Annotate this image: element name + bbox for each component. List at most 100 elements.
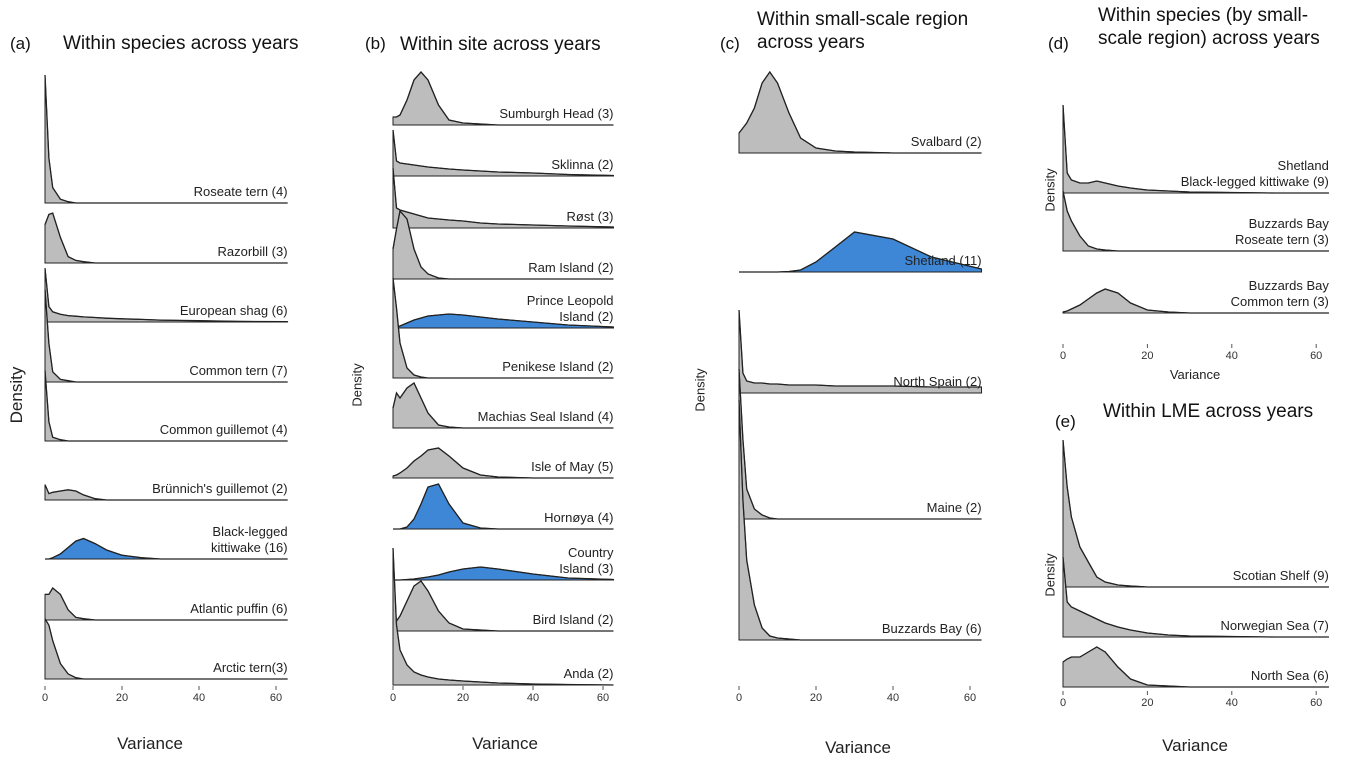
ridge-line xyxy=(392,209,614,280)
ridge-label: Black-legged kittiwake (16) xyxy=(210,524,288,555)
x-tick-label: 0 xyxy=(1059,350,1067,362)
ridge-label: Roseate tern (4) xyxy=(193,184,288,199)
ridge-label: Penikese Island (2) xyxy=(502,359,614,374)
x-tick-label: 0 xyxy=(389,692,397,704)
panel-label: (e) xyxy=(1055,412,1076,431)
ridge-line xyxy=(392,580,614,632)
ridge-label: Sumburgh Head (3) xyxy=(499,106,614,121)
ridge-label: Prince Leopold Island (2) xyxy=(526,293,614,324)
ridge-line xyxy=(1062,104,1329,194)
ridge-label: Buzzards Bay Roseate tern (3) xyxy=(1234,216,1329,247)
x-axis-label: Variance xyxy=(472,734,538,753)
panel-title: Within species (by small- scale region) … xyxy=(1098,5,1320,49)
ridge-label: Common tern (7) xyxy=(189,363,288,378)
ridge-label: Svalbard (2) xyxy=(910,134,982,149)
ridge-label: Bird Island (2) xyxy=(532,612,614,627)
x-tick-label: 20 xyxy=(1141,697,1154,709)
panel-label: (d) xyxy=(1048,34,1069,53)
ridge-line xyxy=(44,370,288,442)
x-tick-label: 20 xyxy=(1141,350,1154,362)
ridge-label: Norwegian Sea (7) xyxy=(1220,618,1329,633)
ridge-line xyxy=(392,447,614,479)
ridge-label: Anda (2) xyxy=(563,666,614,681)
x-tick-label: 40 xyxy=(886,692,900,704)
ridge-label: Isle of May (5) xyxy=(531,459,614,474)
ridge-line xyxy=(392,277,614,379)
panel-title: Within site across years xyxy=(400,34,601,55)
ridge-label: Røst (3) xyxy=(566,209,614,224)
ridge-line xyxy=(1062,646,1329,688)
ridge-line xyxy=(738,368,982,520)
ridge-label: Hornøya (4) xyxy=(544,510,614,525)
ridge-label: Shetland (11) xyxy=(904,253,982,268)
ridge-line xyxy=(738,399,982,641)
panel-label: (c) xyxy=(720,34,740,53)
ridge-line xyxy=(1062,439,1329,588)
ridge-label: Country Island (3) xyxy=(559,545,614,576)
ridge-line xyxy=(392,547,614,686)
x-axis-label: Variance xyxy=(1162,736,1228,755)
ridge-line xyxy=(392,382,614,429)
y-axis-label: Density xyxy=(1042,553,1058,597)
x-axis-label: Variance xyxy=(1169,367,1221,382)
ridge-line xyxy=(44,618,288,680)
ridge-line xyxy=(44,212,288,264)
ridge-line xyxy=(393,71,614,126)
ridge-line xyxy=(1062,288,1329,314)
x-tick-label: 0 xyxy=(735,692,743,704)
y-axis-label: Density xyxy=(349,363,365,407)
x-tick-label: 20 xyxy=(115,692,129,704)
x-tick-label: 20 xyxy=(809,692,823,704)
ridge-label: Scotian Shelf (9) xyxy=(1232,568,1329,583)
ridge-label: Machias Seal Island (4) xyxy=(477,409,614,424)
y-axis-label: Density xyxy=(1042,168,1058,212)
y-axis-label: Density xyxy=(7,366,26,424)
ridge-label: Ram Island (2) xyxy=(528,260,614,275)
ridge-area xyxy=(738,399,982,641)
ridge-line xyxy=(738,70,982,154)
ridge-line xyxy=(44,289,288,383)
panel-title: Within LME across years xyxy=(1103,401,1314,422)
ridge-label: North Spain (2) xyxy=(893,374,982,389)
ridge-label: Maine (2) xyxy=(926,500,982,515)
ridge-label: Arctic tern(3) xyxy=(213,660,288,675)
x-tick-label: 60 xyxy=(1310,350,1323,362)
x-tick-label: 60 xyxy=(1310,697,1323,709)
ridge-line xyxy=(44,268,288,323)
x-tick-label: 60 xyxy=(963,692,977,704)
x-tick-label: 60 xyxy=(596,692,610,704)
ridge-line xyxy=(392,129,614,177)
x-tick-label: 40 xyxy=(1225,697,1238,709)
y-axis-label: Density xyxy=(692,368,708,412)
ridge-line xyxy=(44,484,288,501)
panel-label: (a) xyxy=(10,34,31,53)
ridge-label: Buzzards Bay Common tern (3) xyxy=(1230,278,1329,309)
ridge-label: Shetland Black-legged kittiwake (9) xyxy=(1180,158,1329,189)
ridge-label: European shag (6) xyxy=(179,303,288,318)
x-tick-label: 40 xyxy=(192,692,206,704)
x-tick-label: 20 xyxy=(456,692,470,704)
x-tick-label: 0 xyxy=(41,692,49,704)
ridge-label: Brünnich's guillemot (2) xyxy=(152,481,288,496)
ridge-line xyxy=(392,167,614,228)
x-tick-label: 60 xyxy=(269,692,283,704)
ridge-label: Sklinna (2) xyxy=(551,157,614,172)
ridge-line xyxy=(1062,190,1329,252)
ridge-line xyxy=(738,309,982,388)
ridge-area xyxy=(1062,439,1329,588)
ridge-label: Buzzards Bay (6) xyxy=(881,621,982,636)
panel-title: Within species across years xyxy=(63,33,299,54)
ridge-line xyxy=(1062,556,1329,638)
ridge-label: Atlantic puffin (6) xyxy=(190,601,288,616)
ridge-line xyxy=(45,537,288,560)
ridge-label: North Sea (6) xyxy=(1250,668,1329,683)
ridge-line xyxy=(44,74,288,204)
ridge-line xyxy=(393,566,614,581)
panel-title: Within small-scale region across years xyxy=(757,9,969,53)
x-tick-label: 40 xyxy=(1225,350,1238,362)
ridge-line xyxy=(393,483,614,530)
ridge-label: Razorbill (3) xyxy=(217,244,288,259)
x-axis-label: Variance xyxy=(117,734,183,753)
